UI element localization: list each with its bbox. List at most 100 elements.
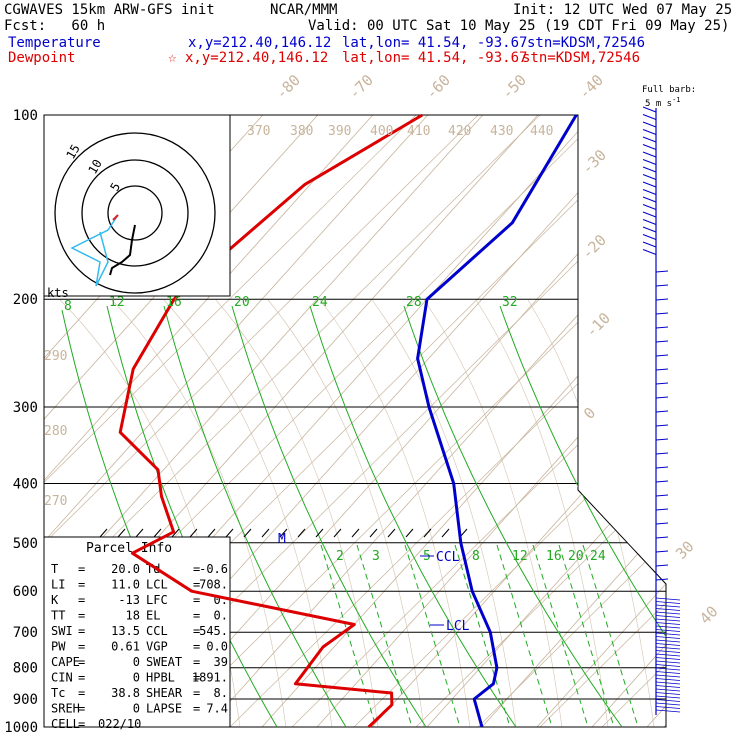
dry-adiabat-line [601, 115, 666, 727]
isotherm-label: -40 [575, 71, 607, 103]
ticks-500mb [351, 528, 360, 538]
hodograph-ring-label: 10 [85, 157, 104, 177]
parcel-field-equals: = [78, 640, 85, 654]
theta-label: 440 [530, 124, 553, 139]
wind-barb-flag [655, 629, 681, 632]
parcel-field-value: 0.0 [206, 640, 228, 654]
wind-barb-flag [655, 452, 669, 455]
wind-barb-flag [655, 625, 681, 629]
pressure-tick-label: 700 [13, 625, 38, 641]
ticks-500mb [243, 528, 252, 538]
ticks-500mb [405, 528, 414, 538]
wind-barb-flag [655, 618, 681, 622]
parcel-field-name: SWI [51, 624, 73, 638]
ticks-500mb [279, 528, 288, 538]
wind-barb-flag [642, 189, 657, 195]
parcel-field-name: LAPSE [146, 702, 182, 716]
parcel-field-equals: = [193, 562, 200, 576]
wind-barb-flag [655, 622, 681, 625]
wind-barb-flag [655, 340, 669, 343]
hodograph-ring [54, 132, 216, 294]
mixing-ratio-dashed-line [356, 544, 413, 727]
parcel-field-equals: = [193, 671, 200, 685]
parcel-field-equals: = [193, 640, 200, 654]
wind-barb-flag [642, 241, 657, 248]
moist-adiabat-line [684, 300, 740, 727]
ticks-500mb [225, 528, 234, 538]
ticks-500mb [153, 528, 162, 538]
mixing-ratio-label: 16 [166, 295, 182, 310]
theta-label: 420 [448, 124, 471, 139]
moist-adiabat-line [527, 299, 655, 727]
isotherm-line [426, 115, 666, 727]
isotherm-line [44, 115, 429, 727]
parcel-field-value: 0.61 [111, 640, 140, 654]
mixing-ratio-line [163, 305, 347, 727]
ticks-500mb [117, 528, 126, 538]
parcel-field-equals: = [78, 593, 85, 607]
pressure-tick-label: 1000 [4, 720, 38, 736]
org-label: NCAR/MMM [270, 2, 338, 18]
dry-adiabat-line [44, 115, 479, 727]
parcel-field-value: -0.6 [199, 562, 228, 576]
wind-barb-flag [655, 604, 681, 608]
isotherm-line [702, 115, 740, 727]
hodograph-trace-upper [70, 214, 119, 287]
hodograph-trace-start [112, 214, 119, 221]
mixing-ratio-label: 20 [234, 295, 250, 310]
mixing-ratio-label: 8 [64, 299, 72, 314]
wind-barb-flag [655, 639, 681, 643]
wind-barb-flag [655, 674, 681, 678]
parcel-field-name: LFC [146, 593, 168, 607]
wind-barb-flag [655, 636, 681, 639]
moist-adiabat-line [371, 299, 517, 727]
temperature-xy: x,y=212.40,146.12 [188, 35, 332, 51]
parcel-field-equals: = [193, 593, 200, 607]
wind-barb-flag [642, 226, 657, 233]
dry-adiabat-line [726, 115, 740, 727]
wind-barb-flag [642, 166, 657, 173]
marker-label-m: M [278, 532, 286, 547]
parcel-field-value: 39 [214, 655, 228, 669]
wind-barb-flag [642, 249, 657, 255]
moist-adiabat-line [215, 299, 379, 727]
wind-barb-flag [655, 326, 669, 329]
wind-barb-flag [655, 564, 669, 567]
init-time: Init: 12 UTC Wed 07 May 25 [513, 2, 733, 18]
pressure-tick-label: 800 [13, 661, 38, 677]
mixing-ratio-dashed-line [320, 544, 377, 727]
parcel-field-name: SWEAT [146, 655, 182, 669]
wind-barb-flag [655, 695, 681, 699]
wind-barb-flag [642, 114, 657, 120]
parcel-cell-label: CELL [51, 717, 80, 731]
temperature-station: stn=KDSM,72546 [527, 35, 646, 51]
dewpoint-latlon: lat,lon= 41.54, -93.67 [342, 50, 528, 66]
wind-barb-flag [655, 632, 681, 636]
wind-barb-flag [655, 601, 681, 604]
hodograph-ring [107, 185, 163, 241]
ticks-500mb [315, 528, 324, 538]
moist-adiabat-line [111, 299, 287, 727]
isotherm-label: 0 [580, 404, 599, 423]
mixing-ratio-label: 24 [312, 295, 328, 310]
wind-barb-flag [655, 657, 681, 660]
isotherm-label: -50 [498, 71, 530, 103]
wind-barb-flag [655, 650, 681, 653]
parcel-field-name: HPBL [146, 671, 175, 685]
mixing-ratio-label: 8 [472, 549, 480, 564]
hodograph-units: kts [47, 286, 69, 300]
marker-label-ccl: CCL [436, 550, 460, 565]
ticks-500mb [171, 528, 180, 538]
wind-barb-flag [655, 709, 681, 713]
barb-key-unit-exponent: -1 [672, 96, 681, 104]
theta-label: 400 [370, 124, 393, 139]
wind-barb-flag [642, 211, 657, 218]
parcel-field-name: LCL [146, 578, 168, 592]
wind-barb-flag [655, 611, 681, 615]
wind-barb-flag [655, 396, 669, 399]
dewpoint-star-icon: ☆ [168, 50, 177, 66]
ticks-500mb [99, 528, 108, 538]
ticks-500mb [261, 528, 270, 538]
theta-label: 270 [44, 494, 67, 509]
parcel-field-name: Tc [51, 686, 65, 700]
